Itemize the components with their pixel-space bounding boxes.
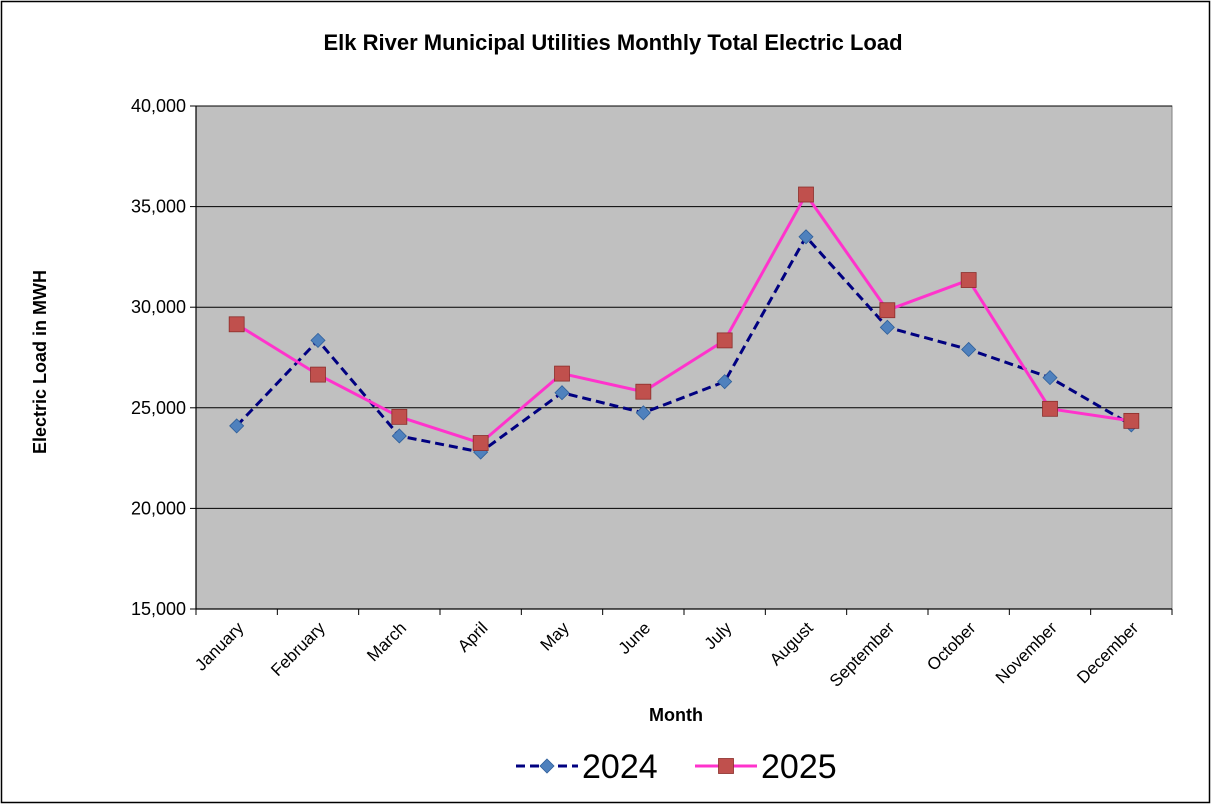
y-tick-label: 20,000 (131, 498, 186, 518)
y-axis-ticks: 15,000 20,000 25,000 30,000 35,000 40,000 (131, 96, 196, 619)
legend-marker (539, 758, 555, 774)
data-point-2025 (554, 365, 570, 382)
y-tick-label: 15,000 (131, 599, 186, 619)
y-tick-label: 40,000 (131, 96, 186, 116)
data-point-2025 (798, 186, 814, 203)
series-2025 (228, 186, 1140, 451)
data-point-2024 (879, 319, 895, 335)
data-point-2025 (228, 316, 245, 333)
y-tick-label: 30,000 (131, 297, 186, 317)
y-axis-title: Electric Load in MWH (30, 270, 50, 454)
data-point-2025 (310, 366, 326, 383)
series-line-2024 (235, 235, 1133, 454)
legend-item-2025: 2025 (695, 748, 837, 786)
series-2024 (229, 229, 1139, 460)
data-point-2024 (229, 418, 245, 434)
y-tick-label: 35,000 (131, 197, 186, 217)
gridlines (196, 105, 1172, 509)
legend: 2024 2025 (516, 748, 837, 786)
legend-label: 2024 (582, 748, 658, 786)
data-point-2024 (554, 385, 570, 401)
data-point-2025 (635, 383, 652, 400)
data-point-2024 (961, 341, 977, 358)
legend-marker (718, 758, 734, 774)
data-point-2025 (472, 435, 489, 451)
data-point-2025 (960, 272, 977, 288)
series-layer (228, 186, 1140, 460)
y-tick-label: 25,000 (131, 398, 186, 418)
chart-title: Elk River Municipal Utilities Monthly To… (323, 30, 902, 55)
x-axis-title: Month (649, 705, 703, 725)
series-line-2025 (235, 193, 1132, 445)
data-point-2024 (635, 405, 651, 421)
data-point-2024 (1042, 370, 1058, 386)
data-point-2024 (798, 229, 814, 245)
data-point-2025 (1123, 412, 1140, 429)
data-point-2025 (879, 302, 896, 319)
legend-item-2024: 2024 (516, 748, 658, 786)
data-point-2025 (716, 332, 733, 349)
legend-label: 2025 (761, 748, 837, 786)
data-point-2025 (391, 408, 408, 425)
data-point-2025 (1042, 400, 1058, 417)
data-point-2024 (717, 374, 733, 390)
data-point-2024 (391, 428, 407, 444)
data-point-2024 (310, 332, 326, 348)
plot-area (195, 105, 1173, 610)
